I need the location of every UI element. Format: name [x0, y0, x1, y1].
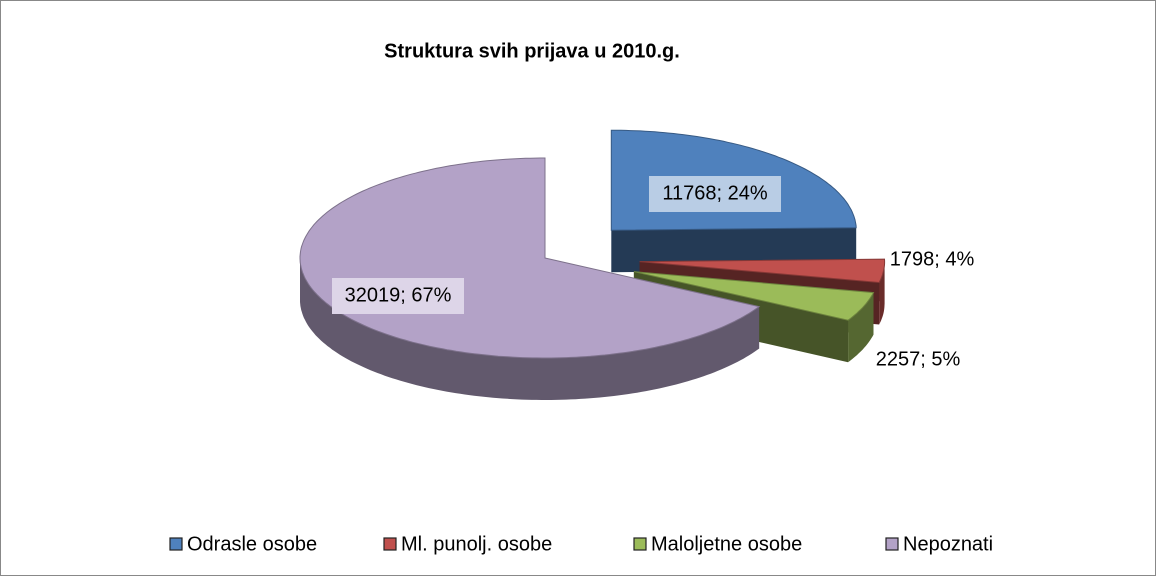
data-label: 2257; 5% [876, 348, 961, 370]
data-label: 32019; 67% [345, 284, 452, 306]
slice-side [848, 292, 874, 363]
legend-swatch [885, 537, 899, 551]
legend-label: Nepoznati [903, 533, 993, 555]
legend-swatch [633, 537, 647, 551]
slice [633, 271, 875, 321]
legend-label: Odrasle osobe [187, 533, 317, 555]
label-box [332, 278, 464, 314]
slice [639, 258, 886, 284]
label-box [649, 176, 781, 212]
chart-title: Struktura svih prijava u 2010.g. [384, 40, 680, 62]
data-label: 1798; 4% [890, 248, 975, 270]
legend-label: Ml. punolj. osobe [401, 533, 552, 555]
slice-side [300, 258, 760, 400]
slice-side [879, 261, 885, 325]
legend-swatch [169, 537, 183, 551]
legend-label: Maloljetne osobe [651, 533, 802, 555]
data-label: 11768; 24% [662, 182, 767, 204]
pie-tops: 11768; 24% 1798; 4% 2257; 5% 32019; 67% [299, 129, 975, 370]
legend-swatch [383, 537, 397, 551]
